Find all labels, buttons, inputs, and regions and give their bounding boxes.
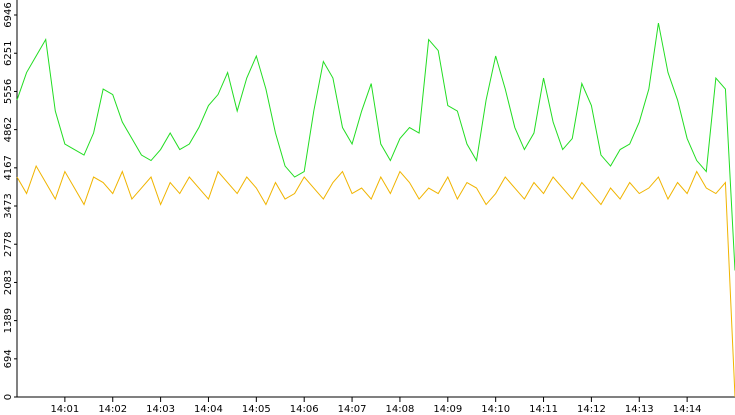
x-tick-label: 14:01 (50, 404, 79, 415)
y-tick-label: 694 (3, 349, 14, 368)
y-tick-label: 2778 (3, 232, 14, 257)
x-tick-label: 14:03 (146, 404, 175, 415)
y-tick-label: 6946 (3, 2, 14, 27)
x-tick-label: 14:12 (577, 404, 606, 415)
x-tick-label: 14:11 (529, 404, 558, 415)
y-tick-label: 5556 (3, 79, 14, 104)
x-tick-label: 14:06 (290, 404, 319, 415)
y-tick-label: 6251 (3, 41, 14, 66)
x-tick-label: 14:04 (194, 404, 223, 415)
x-tick-label: 14:09 (433, 404, 462, 415)
x-tick-label: 14:07 (338, 404, 367, 415)
y-tick-label: 4167 (3, 155, 14, 180)
series-line (16, 164, 735, 398)
y-tick-label: 0 (3, 394, 14, 400)
series-line (16, 22, 735, 271)
x-tick-label: 14:05 (242, 404, 271, 415)
y-tick-label: 3473 (3, 193, 14, 218)
y-tick-label: 2083 (3, 270, 14, 295)
y-tick-label: 4862 (3, 117, 14, 142)
x-tick-label: 14:08 (386, 404, 415, 415)
y-tick-label: 1389 (3, 308, 14, 333)
x-tick-label: 14:10 (481, 404, 510, 415)
x-tick-label: 14:14 (673, 404, 702, 415)
x-tick-label: 14:13 (625, 404, 654, 415)
x-tick-label: 14:02 (98, 404, 127, 415)
